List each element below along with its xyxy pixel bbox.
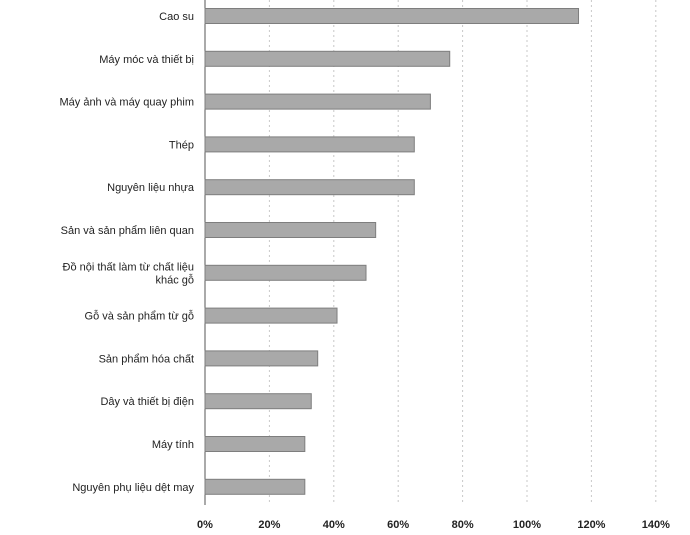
x-tick-label: 120% [577, 519, 605, 531]
x-tick-label: 100% [513, 519, 541, 531]
x-tick-label: 40% [323, 519, 345, 531]
category-label: Đồ nội thất làm từ chất liệu khác gỗ [63, 261, 194, 286]
category-label: Máy móc và thiết bị [99, 54, 194, 66]
x-tick-label: 60% [387, 519, 409, 531]
bar [204, 222, 377, 238]
bar [204, 478, 306, 495]
bar [204, 264, 367, 281]
category-label: Gỗ và sản phẩm từ gỗ [85, 310, 194, 323]
x-tick-label: 20% [258, 519, 280, 531]
x-tick-label: 140% [642, 519, 670, 531]
bar [204, 350, 319, 367]
category-label: Cao su [159, 11, 194, 23]
bar [204, 93, 431, 110]
bar [204, 179, 415, 196]
x-axis-ticks: 0% 20% 40% 60% 80% 100% 120% 140% [197, 519, 670, 531]
bar [204, 50, 451, 67]
category-label: Máy tính [152, 439, 194, 451]
gridlines [204, 0, 657, 505]
x-tick-label: 80% [452, 519, 474, 531]
bar [204, 436, 306, 452]
category-label: Dây và thiết bị điện [100, 396, 194, 408]
category-label: Thép [169, 139, 194, 151]
bar [204, 307, 338, 324]
category-label: Sản và sản phẩm liên quan [61, 225, 194, 237]
category-label: Máy ảnh và máy quay phim [59, 97, 194, 109]
category-label: Nguyên phụ liệu dệt may [72, 482, 194, 494]
x-tick-label: 0% [197, 519, 213, 531]
bar [204, 136, 415, 153]
bars [204, 8, 580, 495]
bar [204, 393, 312, 410]
category-label: Nguyên liệu nhựa [107, 182, 195, 194]
bar [204, 8, 580, 24]
category-labels: Cao su Máy móc và thiết bị Máy ảnh và máy … [59, 11, 194, 494]
category-label: Sản phẩm hóa chất [99, 353, 194, 365]
